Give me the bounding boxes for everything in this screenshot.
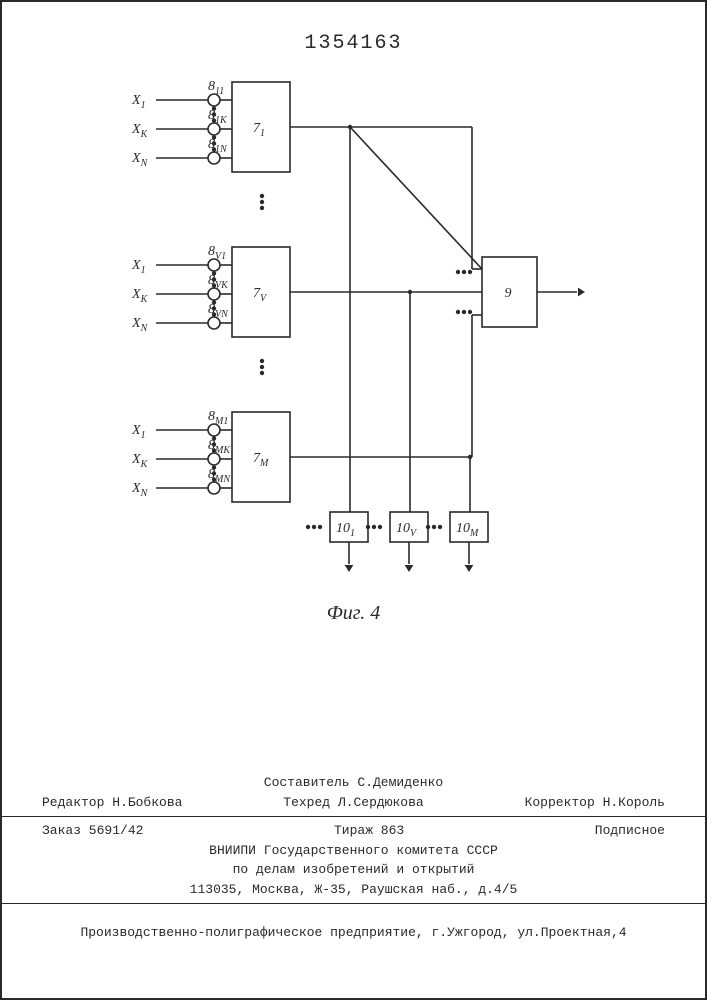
svg-text:XK: XK	[131, 452, 149, 470]
compiler-line: Составитель С.Демиденко	[2, 773, 705, 793]
svg-text:XN: XN	[131, 481, 149, 499]
svg-text:10M: 10M	[456, 521, 479, 539]
page: 1354163 717V7MX1811XK81KXN81NX18V1XK8VKX…	[0, 0, 707, 1000]
svg-text:X1: X1	[131, 258, 146, 276]
schematic-diagram: 717V7MX1811XK81KXN81NX18V1XK8VKXN8VNX18M…	[112, 72, 602, 592]
svg-text:X1: X1	[131, 93, 146, 111]
svg-text:7M: 7M	[253, 451, 269, 469]
svg-text:101: 101	[336, 521, 355, 539]
org-line-1: ВНИИПИ Государственного комитета СССР	[2, 841, 705, 861]
org-line-2: по делам изобретений и открытий	[2, 860, 705, 880]
svg-text:XK: XK	[131, 122, 149, 140]
colophon: Составитель С.Демиденко Редактор Н.Бобко…	[2, 773, 705, 908]
svg-text:9: 9	[505, 286, 512, 301]
figure-label: Фиг. 4	[327, 602, 381, 625]
svg-text:71: 71	[253, 121, 265, 139]
credits-row: Редактор Н.Бобкова Техред Л.Сердюкова Ко…	[2, 793, 705, 813]
order: Заказ 5691/42	[42, 821, 143, 841]
svg-text:XN: XN	[131, 316, 149, 334]
divider	[2, 903, 705, 904]
svg-text:X1: X1	[131, 423, 146, 441]
tirage: Тираж 863	[334, 821, 404, 841]
order-row: Заказ 5691/42 Тираж 863 Подписное	[2, 821, 705, 841]
techred: Техред Л.Сердюкова	[283, 793, 423, 813]
svg-text:XN: XN	[131, 151, 149, 169]
subscription: Подписное	[595, 821, 665, 841]
printer-line: Производственно-полиграфическое предприя…	[2, 925, 705, 940]
svg-text:10V: 10V	[396, 521, 418, 539]
corrector: Корректор Н.Король	[525, 793, 665, 813]
editor: Редактор Н.Бобкова	[42, 793, 182, 813]
svg-text:XK: XK	[131, 287, 149, 305]
address: 113035, Москва, Ж-35, Раушская наб., д.4…	[2, 880, 705, 900]
divider	[2, 816, 705, 817]
svg-text:7V: 7V	[253, 286, 268, 304]
patent-number: 1354163	[304, 32, 402, 55]
